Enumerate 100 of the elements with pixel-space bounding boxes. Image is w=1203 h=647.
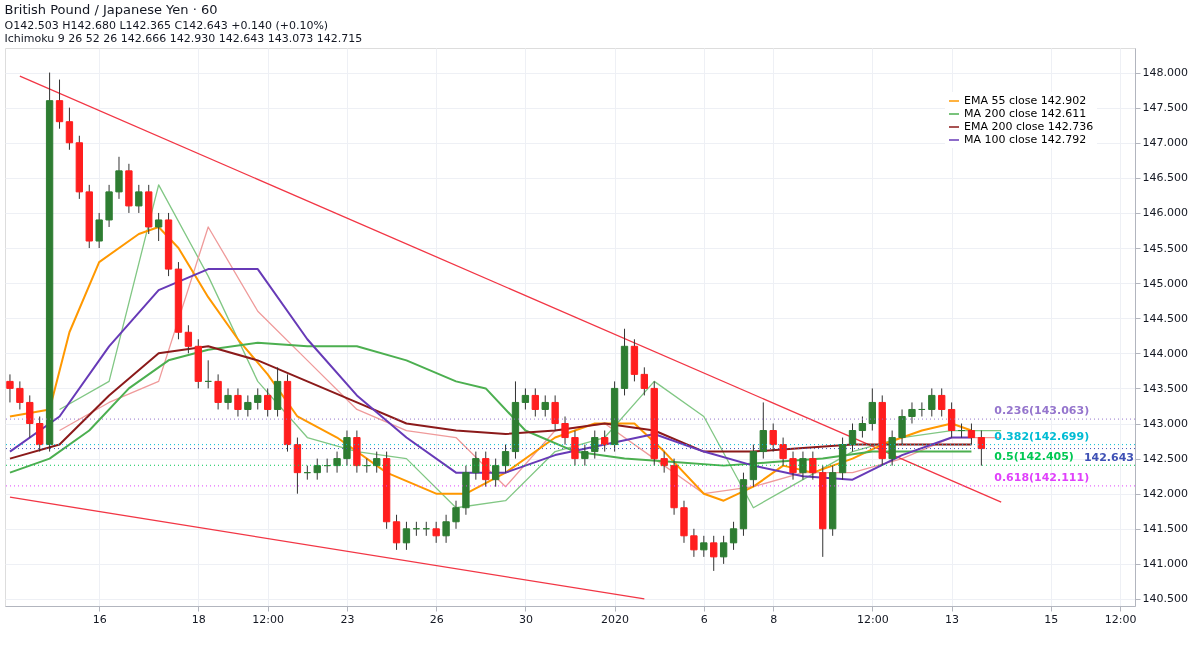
candlestick	[571, 430, 579, 467]
y-tick-label: 147.500	[1142, 101, 1188, 115]
candlestick	[888, 430, 896, 467]
candlestick	[779, 437, 787, 467]
candlestick	[729, 521, 738, 551]
y-tick-label: 143.500	[1142, 381, 1188, 395]
candlestick	[472, 451, 480, 481]
candlestick	[343, 430, 351, 467]
ref-line-label: 0.5(142.405)	[994, 450, 1074, 464]
candlestick	[214, 373, 222, 410]
candlestick	[908, 401, 916, 425]
candlestick	[373, 451, 381, 474]
legend-label: MA 100 close 142.792	[964, 133, 1087, 146]
candlestick	[660, 451, 668, 474]
candlestick	[719, 535, 728, 565]
legend-label: EMA 200 close 142.736	[964, 120, 1094, 133]
candlestick	[234, 387, 242, 417]
candlestick	[432, 521, 440, 544]
candlestick	[700, 535, 708, 558]
x-tick-label: 13	[945, 612, 960, 626]
candlestick	[244, 394, 252, 417]
x-tick-label: 26	[429, 612, 444, 626]
y-tick-label: 144.000	[1142, 346, 1188, 360]
candlestick	[858, 415, 867, 439]
candlestick	[442, 514, 450, 544]
x-tick-label: 6	[700, 612, 708, 626]
x-tick-label: 15	[1044, 612, 1059, 626]
candlestick	[531, 387, 539, 417]
candlestick	[591, 430, 599, 460]
candlestick	[26, 394, 34, 439]
y-tick-label: 146.500	[1142, 171, 1188, 185]
candlestick	[16, 380, 24, 410]
candlestick	[947, 401, 956, 439]
candlestick	[264, 387, 272, 417]
candlestick	[184, 324, 193, 354]
candlestick	[501, 444, 510, 474]
candlestick	[6, 373, 14, 403]
y-tick-label: 145.000	[1142, 276, 1188, 290]
y-tick-label: 147.000	[1142, 136, 1188, 150]
y-tick-label: 142.500	[1142, 452, 1188, 466]
x-tick-label: 2020	[601, 612, 630, 626]
y-tick-label: 144.500	[1142, 311, 1188, 325]
x-tick-label: 16	[92, 612, 107, 626]
candlestick	[224, 387, 232, 410]
candlestick	[938, 387, 946, 417]
y-tick-label: 141.000	[1142, 557, 1188, 571]
candlestick	[868, 387, 876, 432]
candlestick	[491, 458, 500, 488]
candlestick	[848, 423, 857, 453]
candlestick	[392, 514, 401, 551]
x-tick-label: 12:00	[252, 612, 285, 626]
x-tick-label: 30	[518, 612, 533, 626]
ref-line-label: 0.382(142.699)	[994, 429, 1090, 443]
y-tick-label: 143.000	[1142, 417, 1188, 431]
candlestick	[977, 430, 986, 467]
candlestick	[115, 156, 123, 200]
candlestick	[95, 212, 103, 249]
candlestick	[601, 430, 609, 453]
candlestick	[769, 423, 777, 453]
candlestick	[402, 521, 411, 551]
candlestick	[789, 451, 797, 481]
candlestick	[482, 451, 490, 488]
x-tick-label: 12:00	[856, 612, 889, 626]
x-tick-label: 23	[340, 612, 355, 626]
candlestick	[154, 212, 163, 242]
candlestick	[581, 444, 589, 467]
candlestick	[799, 451, 807, 481]
ref-line-label: 0.618(142.111)	[994, 470, 1090, 484]
candlestick	[313, 458, 321, 481]
chart-title: British Pound / Japanese Yen · 60	[4, 2, 218, 17]
candlestick	[521, 387, 530, 410]
y-tick-label: 148.000	[1142, 66, 1188, 80]
candlestick	[135, 184, 143, 214]
candlestick	[254, 387, 262, 410]
text: Ichimoku 9 26 52 26 142.666 142.930 142.643 143.073 142.715	[4, 32, 363, 45]
x-tick-label: 8	[770, 612, 778, 626]
y-tick-label: 142.000	[1142, 487, 1188, 501]
ref-line-label: 142.643	[1083, 450, 1135, 464]
candlestick	[898, 408, 906, 446]
candlestick	[551, 394, 559, 432]
y-tick-label: 140.500	[1142, 592, 1188, 606]
candlestick	[710, 535, 718, 572]
candlestick	[55, 79, 64, 130]
candlestick	[36, 415, 44, 453]
candlestick	[809, 451, 817, 481]
candlestick	[967, 423, 976, 446]
ref-line-label: 0.236(143.063)	[994, 404, 1090, 418]
text: O142.503 H142.680 L142.365 C142.643 +0.140 (+0.10%)	[4, 19, 329, 32]
y-tick-label: 141.500	[1142, 522, 1188, 536]
legend-label: MA 200 close 142.611	[964, 107, 1087, 120]
y-tick-label: 145.500	[1142, 241, 1188, 255]
candlestick	[561, 415, 569, 446]
candlestick	[690, 528, 698, 558]
legend-label: EMA 55 close 142.902	[964, 94, 1087, 107]
candlestick	[541, 394, 549, 417]
candlestick	[928, 387, 936, 417]
candlestick	[65, 107, 74, 151]
y-tick-label: 146.000	[1142, 206, 1188, 220]
candlestick	[640, 366, 649, 396]
x-tick-label: 18	[191, 612, 206, 626]
